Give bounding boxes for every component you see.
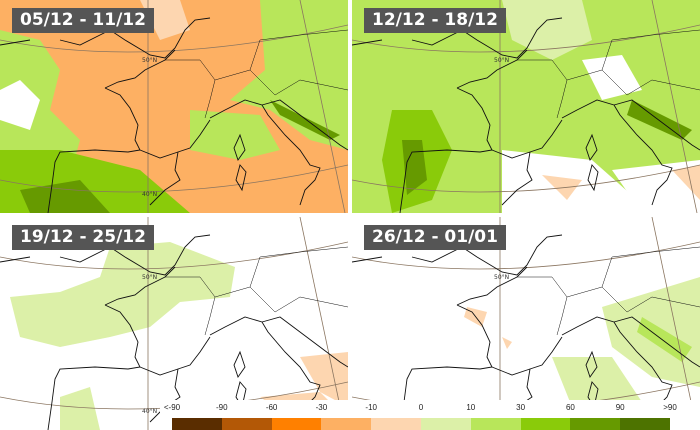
anomaly-map: 50°N bbox=[352, 0, 700, 213]
legend-tick-label: -30 bbox=[315, 403, 328, 412]
legend-tick-label: <-90 bbox=[163, 403, 181, 412]
lat-label-50: 50°N bbox=[142, 57, 157, 64]
period-label: 05/12 - 11/12 bbox=[12, 8, 154, 33]
period-label: 26/12 - 01/01 bbox=[364, 225, 506, 250]
legend-color-box bbox=[520, 418, 571, 430]
map-panel-3: 50°N 40°N 19/12 - 25/12 bbox=[0, 217, 348, 430]
legend-tick-label: 90 bbox=[615, 403, 625, 412]
lat-label-40: 40°N bbox=[142, 408, 157, 415]
legend-color-box bbox=[172, 418, 223, 430]
lat-label-40: 40°N bbox=[142, 191, 157, 198]
legend-color-box bbox=[271, 418, 322, 430]
legend-color-box bbox=[371, 418, 422, 430]
legend-color-box bbox=[470, 418, 522, 430]
map-panel-2: 50°N 12/12 - 18/12 bbox=[352, 0, 700, 213]
legend-tick-label: 30 bbox=[516, 403, 526, 412]
legend-color-box bbox=[620, 418, 671, 430]
period-label: 12/12 - 18/12 bbox=[364, 8, 506, 33]
legend-tick-label: 10 bbox=[466, 403, 476, 412]
lat-label-50: 50°N bbox=[494, 57, 509, 64]
map-panel-4: 50°N 26/12 - 01/01 bbox=[352, 217, 700, 430]
legend-color-box bbox=[221, 418, 273, 430]
legend-tick-label: 60 bbox=[565, 403, 575, 412]
legend-tick-label: -90 bbox=[216, 403, 228, 412]
anomaly-map: 50°N 40°N bbox=[0, 0, 348, 213]
legend-tick-label: -60 bbox=[265, 403, 278, 412]
lat-label-50: 50°N bbox=[142, 274, 157, 281]
map-panel-1: 50°N 40°N 05/12 - 11/12 bbox=[0, 0, 348, 213]
legend-color-box bbox=[570, 418, 621, 430]
legend-tick-label: >90 bbox=[663, 403, 677, 412]
anomaly-map: 50°N bbox=[352, 217, 700, 430]
period-label: 19/12 - 25/12 bbox=[12, 225, 154, 250]
legend-tick-label: -10 bbox=[365, 403, 377, 412]
lat-label-50: 50°N bbox=[494, 274, 509, 281]
color-legend: <-90 -90 -60 -30 -10 0 10 30 60 90 >90 bbox=[160, 400, 700, 430]
anomaly-map: 50°N 40°N bbox=[0, 217, 348, 430]
legend-color-box bbox=[321, 418, 372, 430]
legend-color-box bbox=[421, 418, 472, 430]
legend-tick-label: 0 bbox=[418, 403, 424, 412]
